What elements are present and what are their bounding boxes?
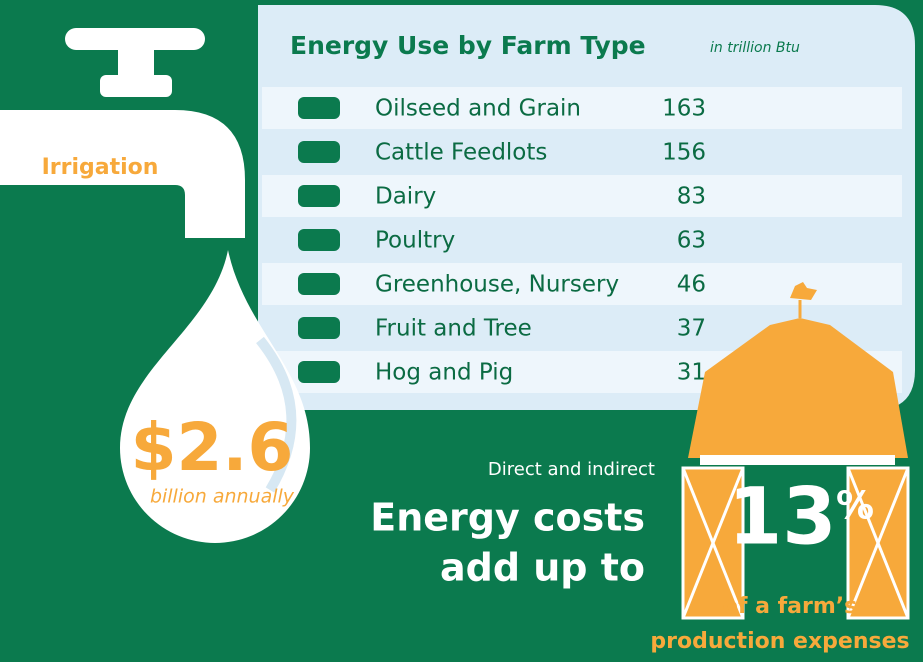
row-icon [298,317,340,339]
costs-caption: production expenses [650,629,909,654]
costs-caption: of a farm’s [723,594,858,619]
row-value: 163 [662,96,706,122]
costs-intro: Direct and indirect [488,459,655,480]
row-stripe [262,219,902,261]
row-value: 83 [677,184,706,210]
row-name: Greenhouse, Nursery [375,272,619,298]
row-name: Dairy [375,184,436,210]
row-name: Cattle Feedlots [375,140,547,166]
row-name: Hog and Pig [375,360,513,386]
page: Oilseed and Grain 163 Cattle Feedlots 156 Da… [0,0,923,662]
irrigation-amount: $2.6 [131,409,294,486]
row-name: Poultry [375,228,455,254]
row-icon [298,97,340,119]
infographic: Oilseed and Grain 163 Cattle Feedlots 156 Da… [0,0,923,662]
share-number: 13 [728,472,837,562]
table-title: Energy Use by Farm Type [290,31,646,60]
row-name: Fruit and Tree [375,316,532,342]
row-value: 63 [677,228,706,254]
row-icon [298,273,340,295]
row-value: 37 [677,316,706,342]
irrigation-amount-note: billion annually [150,486,295,508]
row-stripe [262,87,902,129]
row-name: Oilseed and Grain [375,96,581,122]
costs-headline: add up to [440,546,645,590]
row-stripe [262,131,902,173]
row-icon [298,361,340,383]
share-sign: % [836,484,874,528]
table-unit: in trillion Btu [710,40,800,56]
irrigation-label: Irrigation [42,155,159,180]
row-icon [298,185,340,207]
costs-headline: Energy costs [370,496,645,540]
row-stripe [262,175,902,217]
row-value: 156 [662,140,706,166]
row-value: 31 [677,360,706,386]
row-value: 46 [677,272,706,298]
row-icon [298,141,340,163]
row-icon [298,229,340,251]
